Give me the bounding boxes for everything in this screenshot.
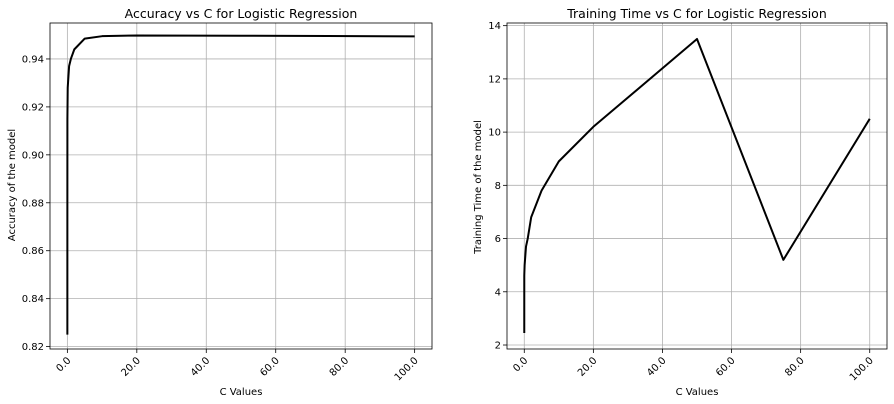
accuracy-chart-title: Accuracy vs C for Logistic Regression [125, 6, 358, 21]
training-time-chart-series-line [523, 37, 871, 334]
training-time-chart-y-tick-label: 4 [495, 287, 501, 298]
accuracy-chart-y-tick-label: 0.88 [22, 198, 44, 209]
accuracy-chart-plot-frame [49, 22, 433, 350]
accuracy-chart-y-axis-label: Accuracy of the model [7, 129, 18, 241]
accuracy-chart-y-tick-label: 0.84 [22, 294, 44, 305]
training-time-chart-title: Training Time vs C for Logistic Regressi… [566, 6, 827, 21]
training-time-chart-y-axis-label: Training Time of the model [473, 120, 484, 255]
accuracy-chart-y-tick-label: 0.82 [22, 342, 44, 353]
training-time-chart-y-tick-label: 12 [488, 74, 501, 85]
accuracy-chart-series-line [66, 34, 415, 335]
accuracy-chart-y-tick-label: 0.90 [22, 150, 44, 161]
training-time-chart-y-tick-label: 8 [495, 181, 501, 192]
accuracy-chart-y-tick-label: 0.92 [22, 102, 44, 113]
accuracy-chart-y-tick-label: 0.86 [22, 246, 44, 257]
training-time-chart-y-tick-label: 2 [495, 341, 501, 352]
training-time-chart-y-tick-label: 14 [488, 21, 501, 32]
training-time-chart-y-tick-label: 6 [495, 234, 501, 245]
accuracy-chart-x-axis-label: C Values [220, 387, 263, 398]
training-time-chart-y-tick-label: 10 [488, 128, 501, 139]
training-time-chart-plot-frame [506, 22, 888, 350]
training-time-chart-x-axis-label: C Values [676, 387, 719, 398]
accuracy-chart-y-tick-label: 0.94 [22, 54, 44, 65]
